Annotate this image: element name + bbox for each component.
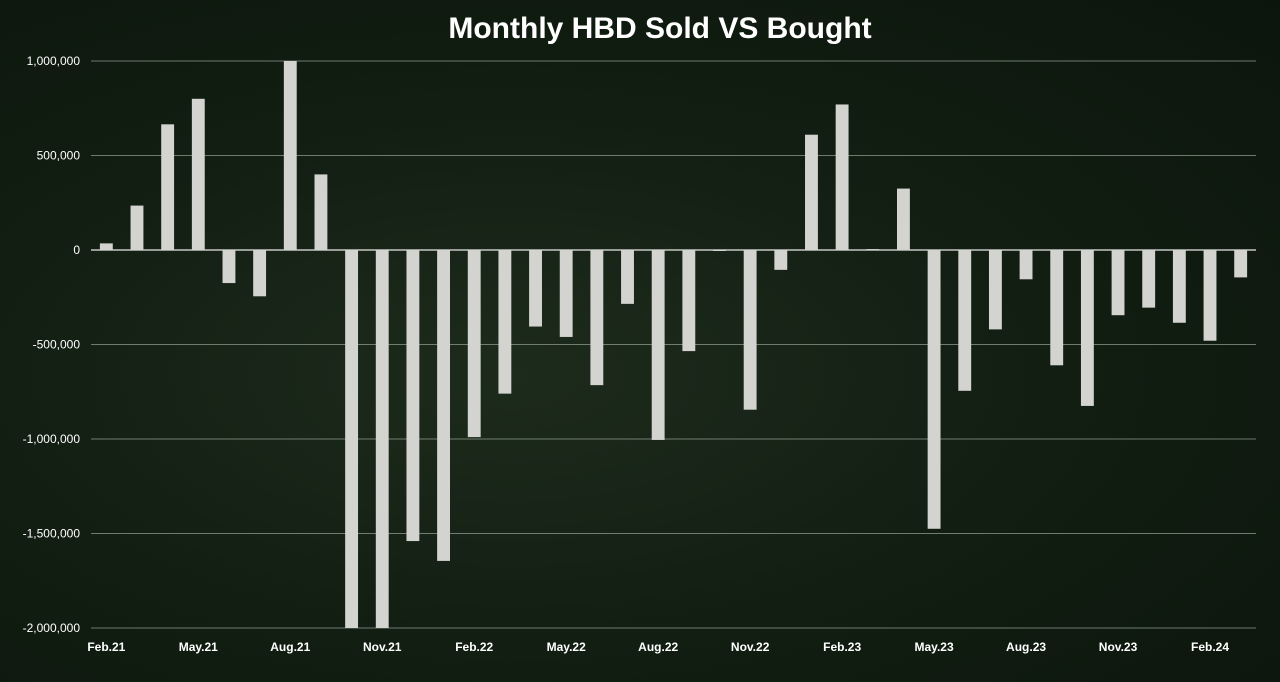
x-tick-label: Nov.22 bbox=[731, 640, 770, 654]
bar-Feb.23 bbox=[835, 104, 849, 250]
bar-Feb.24 bbox=[1203, 250, 1217, 341]
bar-Aug.22 bbox=[651, 250, 665, 440]
y-tick-label: 0 bbox=[73, 243, 80, 257]
bar-Oct.21 bbox=[345, 250, 359, 628]
chart-title: Monthly HBD Sold VS Bought bbox=[448, 12, 871, 45]
bar-Mar.23 bbox=[866, 249, 880, 251]
bar-Apr.22 bbox=[529, 250, 542, 327]
x-tick-label: Nov.21 bbox=[363, 640, 402, 654]
x-tick-label: May.22 bbox=[547, 640, 586, 654]
bar-Mar.22 bbox=[498, 250, 512, 394]
bar-May.23 bbox=[927, 250, 941, 529]
bar-Feb.22 bbox=[467, 250, 481, 438]
bar-Dec.22 bbox=[774, 250, 788, 270]
bar-Jun.22 bbox=[590, 250, 604, 386]
x-tick-label: May.21 bbox=[179, 640, 218, 654]
y-tick-label: 1,000,000 bbox=[27, 54, 81, 68]
bar-May.21 bbox=[191, 98, 205, 250]
bar-Oct.23 bbox=[1080, 250, 1094, 406]
bar-Jul.21 bbox=[253, 250, 267, 297]
y-tick-label: -500,000 bbox=[33, 338, 81, 352]
x-tick-label: Nov.23 bbox=[1099, 640, 1138, 654]
bar-Nov.21 bbox=[375, 250, 389, 628]
bar-Sep.23 bbox=[1050, 250, 1064, 366]
bar-Aug.23 bbox=[1019, 250, 1033, 280]
bars bbox=[99, 61, 1248, 628]
bar-Dec.23 bbox=[1142, 250, 1156, 308]
x-tick-label: Feb.22 bbox=[455, 640, 493, 654]
x-tick-label: Feb.24 bbox=[1191, 640, 1229, 654]
x-tick-label: Aug.22 bbox=[638, 640, 678, 654]
x-axis-ticks: Feb.21 May.21 Aug.21 Nov.21 Feb.22 May.22 Aug.… bbox=[87, 640, 1229, 654]
bar-Feb.21 bbox=[99, 243, 113, 250]
y-tick-label: -2,000,000 bbox=[23, 621, 81, 635]
bar-Sep.22 bbox=[682, 250, 696, 352]
bar-Jun.23 bbox=[958, 250, 972, 391]
x-tick-label: May.23 bbox=[915, 640, 954, 654]
x-tick-label: Feb.23 bbox=[823, 640, 861, 654]
bar-Apr.21 bbox=[161, 124, 175, 250]
bar-Dec.21 bbox=[406, 250, 420, 542]
y-tick-label: -1,000,000 bbox=[23, 432, 81, 446]
y-tick-label: -1,500,000 bbox=[23, 527, 81, 541]
y-tick-label: 500,000 bbox=[37, 149, 81, 163]
x-tick-label: Feb.21 bbox=[87, 640, 125, 654]
bar-Jul.22 bbox=[621, 250, 634, 304]
bar-May.22 bbox=[559, 250, 573, 337]
bar-Jan.22 bbox=[437, 250, 451, 561]
bar-Jul.23 bbox=[988, 250, 1002, 330]
x-tick-label: Aug.23 bbox=[1006, 640, 1046, 654]
bar-Sep.21 bbox=[314, 174, 328, 250]
bar-Oct.22 bbox=[713, 250, 726, 251]
bar-Nov.23 bbox=[1111, 250, 1125, 316]
bar-undefined bbox=[1234, 250, 1248, 278]
bar-Jan.24 bbox=[1172, 250, 1186, 323]
bar-Aug.21 bbox=[283, 61, 297, 250]
bar-Apr.23 bbox=[896, 188, 910, 250]
bar-Jun.21 bbox=[222, 250, 236, 284]
bar-Mar.21 bbox=[130, 205, 144, 250]
bar-Jan.23 bbox=[805, 134, 818, 250]
x-tick-label: Aug.21 bbox=[270, 640, 310, 654]
y-axis-ticks: 1,000,000 500,000 0 -500,000 -1,000,000 -1,50… bbox=[23, 54, 81, 635]
bar-Nov.22 bbox=[743, 250, 757, 410]
